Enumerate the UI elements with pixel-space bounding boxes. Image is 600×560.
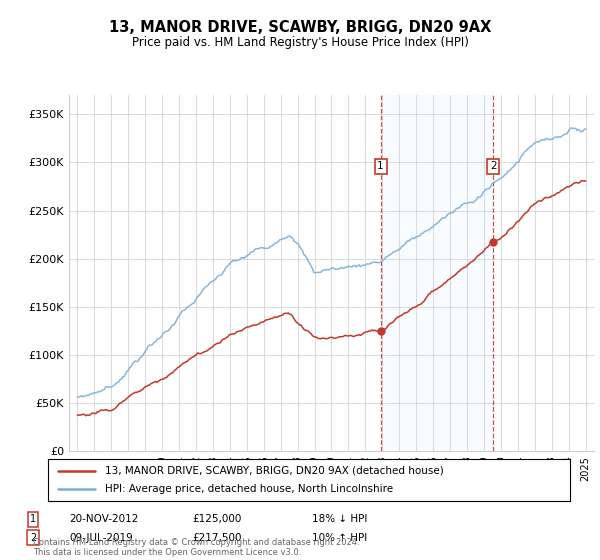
Text: 13, MANOR DRIVE, SCAWBY, BRIGG, DN20 9AX (detached house): 13, MANOR DRIVE, SCAWBY, BRIGG, DN20 9AX… [106,466,444,476]
Text: Price paid vs. HM Land Registry's House Price Index (HPI): Price paid vs. HM Land Registry's House … [131,36,469,49]
Text: 20-NOV-2012: 20-NOV-2012 [69,514,139,524]
Text: 13, MANOR DRIVE, SCAWBY, BRIGG, DN20 9AX: 13, MANOR DRIVE, SCAWBY, BRIGG, DN20 9AX [109,20,491,35]
Text: HPI: Average price, detached house, North Lincolnshire: HPI: Average price, detached house, Nort… [106,484,394,494]
Text: £125,000: £125,000 [192,514,241,524]
Text: £217,500: £217,500 [192,533,241,543]
Text: 2: 2 [490,161,496,171]
Text: 1: 1 [377,161,384,171]
Text: 1: 1 [30,514,36,524]
Bar [380,95,493,451]
Text: 10% ↑ HPI: 10% ↑ HPI [312,533,367,543]
Text: Contains HM Land Registry data © Crown copyright and database right 2024.
This d: Contains HM Land Registry data © Crown c… [33,538,359,557]
Text: 18% ↓ HPI: 18% ↓ HPI [312,514,367,524]
Text: 09-JUL-2019: 09-JUL-2019 [69,533,133,543]
Text: 2: 2 [30,533,36,543]
